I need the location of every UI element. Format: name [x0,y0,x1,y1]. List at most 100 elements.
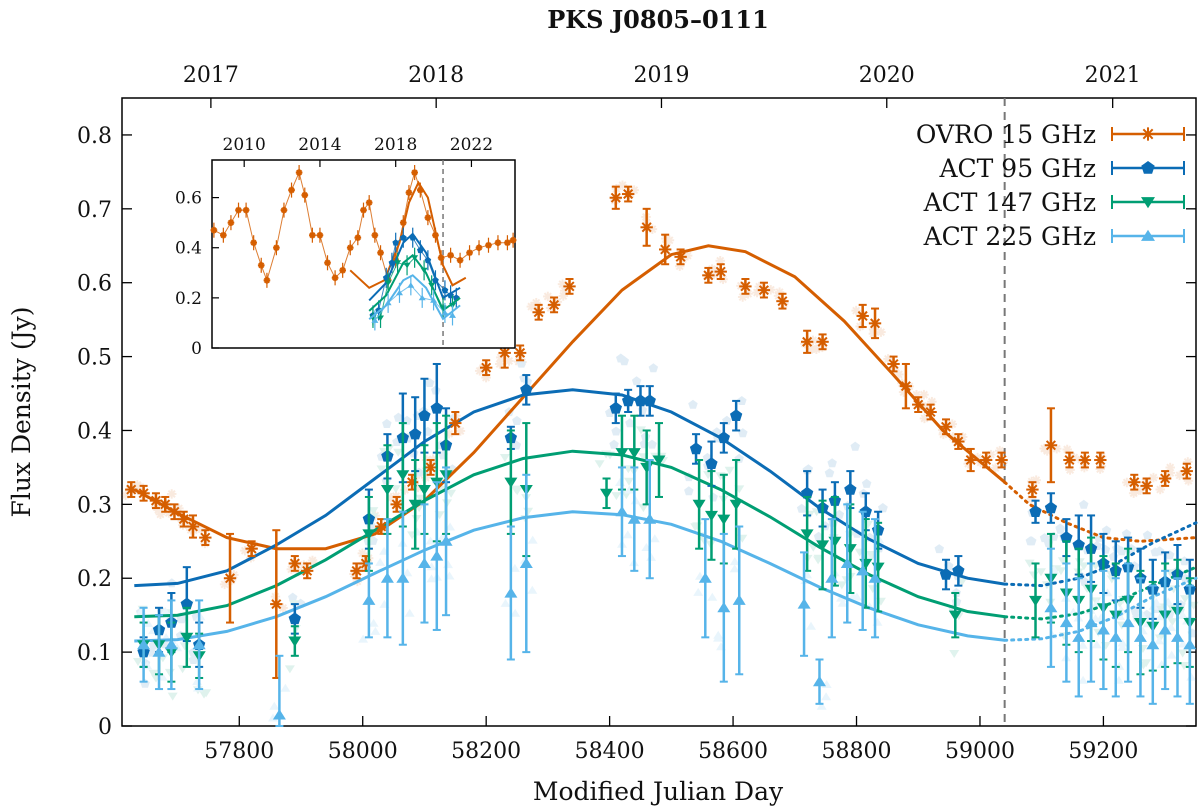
data-point [177,512,190,526]
background-point [1100,544,1111,554]
background-point [688,399,698,409]
background-point [1039,533,1050,543]
legend-entry-label: ACT 147 GHz [923,188,1096,217]
data-point [1044,601,1058,613]
background-point [1177,610,1188,619]
inset-data-point [424,214,432,221]
data-point [674,250,687,264]
legend-entry-label: OVRO 15 GHz [916,120,1096,149]
inset-data-point [377,315,384,322]
background-point [949,650,960,658]
background-point [368,535,378,545]
background-point [148,669,159,678]
data-point [705,457,718,469]
background-point [729,557,740,566]
inset-y-tick-label: 0 [191,339,202,359]
data-point [149,494,163,507]
data-point [692,499,706,511]
data-point [856,565,870,576]
background-point [494,359,505,369]
model-curve-extrapolated [1003,576,1198,642]
background-point [523,507,534,516]
inset-data-point [235,206,242,214]
background-point [813,554,824,563]
data-point [1026,483,1039,496]
data-point [995,453,1008,467]
data-point [952,435,965,448]
background-point [188,655,199,664]
background-point [708,492,718,502]
data-point [757,283,771,297]
background-point [509,563,520,572]
background-point [851,592,862,601]
legend-entry-label: ACT 95 GHz [938,154,1096,183]
data-point [300,564,314,578]
x-tick-label: 58600 [698,739,768,764]
data-point [627,448,641,459]
data-point [828,536,842,548]
background-point [393,412,404,422]
background-point [619,356,629,366]
background-point [404,608,415,617]
background-point [813,531,824,541]
background-point [526,301,537,312]
background-point [446,489,457,498]
background-point [1188,601,1199,610]
inset-data-point [331,274,339,282]
data-point [732,594,746,605]
inset-data-point [449,312,456,318]
top-tick-label: 2018 [408,63,464,88]
inset-model-curve [368,274,461,321]
data-point [1096,624,1110,635]
inset-data-point [466,249,473,257]
x-tick-label: 58400 [575,739,645,764]
background-point [382,418,392,428]
background-point [288,592,298,602]
data-point [199,531,212,544]
data-point [152,646,166,657]
data-point [350,564,363,578]
background-point [827,458,837,468]
data-point [137,487,150,500]
inset-data-point [360,206,367,214]
x-tick-label: 57800 [204,739,274,764]
data-point [288,636,302,647]
background-point [1154,636,1165,645]
inset-data-point [365,199,373,206]
background-point [426,574,437,583]
data-point [948,610,962,621]
data-point [519,557,533,568]
data-point [164,638,178,650]
data-point [125,483,138,496]
background-point [611,426,621,436]
inset-data-point [399,234,407,241]
background-point [1166,604,1177,613]
data-point [1128,476,1141,489]
background-point [390,485,401,494]
data-point [776,295,789,308]
data-point [924,405,937,419]
data-point [634,394,647,407]
data-point [449,416,462,430]
background-point [807,344,817,354]
chart-title: PKS J0805–0111 [547,5,769,34]
background-point [500,598,511,607]
x-tick-label: 58800 [822,739,892,764]
inset-data-point [309,231,316,239]
data-point [622,394,635,407]
data-point [430,401,443,414]
data-point [532,306,545,319]
inset-model-curve [349,180,467,290]
legend: OVRO 15 GHz ACT 95 GHz ACT 147 GHz ACT 225 … [916,120,1185,251]
data-point [504,477,518,488]
data-point [1084,616,1098,628]
inset-data-point [227,219,235,226]
inset-data-point [504,239,511,247]
data-point [1060,531,1073,543]
background-point [690,523,701,532]
data-point [1171,631,1184,642]
inset-data-point [316,231,324,239]
background-point [1101,525,1112,535]
data-point [498,346,511,360]
background-point [713,630,724,639]
